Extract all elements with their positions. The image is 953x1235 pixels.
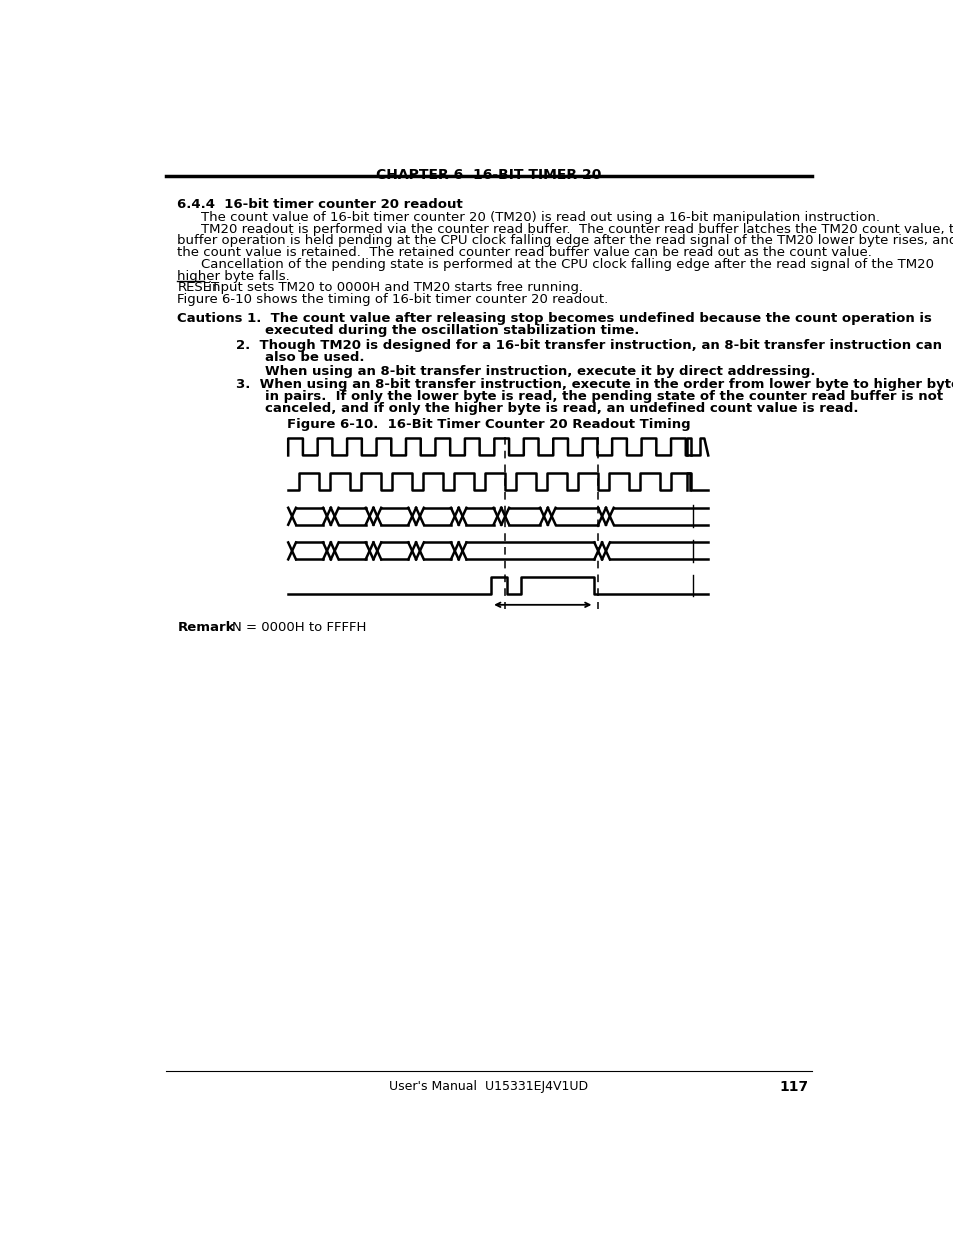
Text: buffer operation is held pending at the CPU clock falling edge after the read si: buffer operation is held pending at the …	[177, 235, 953, 247]
Text: 3.  When using an 8-bit transfer instruction, execute in the order from lower by: 3. When using an 8-bit transfer instruct…	[236, 378, 953, 391]
Text: in pairs.  If only the lower byte is read, the pending state of the counter read: in pairs. If only the lower byte is read…	[265, 390, 943, 403]
Text: 117: 117	[779, 1079, 807, 1094]
Text: Remark: Remark	[177, 621, 234, 634]
Text: executed during the oscillation stabilization time.: executed during the oscillation stabiliz…	[265, 324, 639, 337]
Text: User's Manual  U15331EJ4V1UD: User's Manual U15331EJ4V1UD	[389, 1079, 588, 1093]
Text: also be used.: also be used.	[265, 351, 364, 364]
Text: RESET: RESET	[177, 282, 219, 294]
Text: TM20 readout is performed via the counter read buffer.  The counter read buffer : TM20 readout is performed via the counte…	[200, 222, 953, 236]
Text: canceled, and if only the higher byte is read, an undefined count value is read.: canceled, and if only the higher byte is…	[265, 401, 858, 415]
Text: Cautions 1.  The count value after releasing stop becomes undefined because the : Cautions 1. The count value after releas…	[177, 312, 931, 325]
Text: 2.  Though TM20 is designed for a 16-bit transfer instruction, an 8-bit transfer: 2. Though TM20 is designed for a 16-bit …	[236, 340, 942, 352]
Text: Cancellation of the pending state is performed at the CPU clock falling edge aft: Cancellation of the pending state is per…	[200, 258, 933, 272]
Text: higher byte falls.: higher byte falls.	[177, 270, 290, 283]
Text: Figure 6-10 shows the timing of 16-bit timer counter 20 readout.: Figure 6-10 shows the timing of 16-bit t…	[177, 293, 608, 306]
Text: input sets TM20 to 0000H and TM20 starts free running.: input sets TM20 to 0000H and TM20 starts…	[204, 282, 582, 294]
Text: The count value of 16-bit timer counter 20 (TM20) is read out using a 16-bit man: The count value of 16-bit timer counter …	[200, 211, 879, 224]
Text: When using an 8-bit transfer instruction, execute it by direct addressing.: When using an 8-bit transfer instruction…	[265, 364, 815, 378]
Text: N = 0000H to FFFFH: N = 0000H to FFFFH	[232, 621, 366, 634]
Text: 6.4.4  16-bit timer counter 20 readout: 6.4.4 16-bit timer counter 20 readout	[177, 199, 462, 211]
Text: CHAPTER 6  16-BIT TIMER 20: CHAPTER 6 16-BIT TIMER 20	[375, 168, 601, 183]
Text: the count value is retained.  The retained counter read buffer value can be read: the count value is retained. The retaine…	[177, 246, 871, 259]
Text: Figure 6-10.  16-Bit Timer Counter 20 Readout Timing: Figure 6-10. 16-Bit Timer Counter 20 Rea…	[287, 419, 690, 431]
